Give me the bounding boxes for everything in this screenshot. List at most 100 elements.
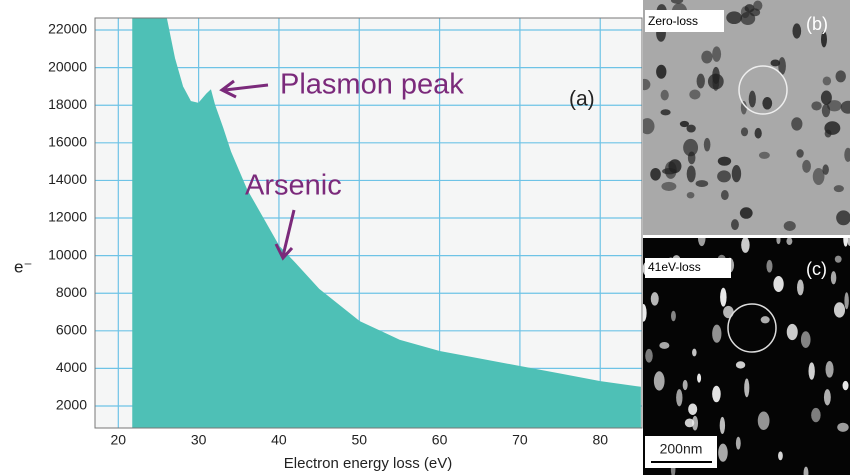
- texture-blob: [770, 59, 781, 67]
- texture-blob: [792, 23, 802, 39]
- image-texture: [643, 0, 850, 231]
- annotation: Arsenic: [245, 170, 342, 202]
- texture-blob: [824, 129, 832, 138]
- texture-blob: [833, 302, 846, 318]
- texture-blob: [822, 76, 832, 86]
- texture-blob: [760, 316, 770, 324]
- texture-blob: [650, 292, 659, 306]
- x-tick-label: 60: [432, 432, 448, 448]
- texture-blob: [800, 331, 811, 348]
- texture-blob: [717, 170, 731, 183]
- texture-blob: [823, 389, 831, 406]
- y-tick-label: 4000: [56, 359, 87, 375]
- texture-blob: [753, 0, 763, 11]
- texture-blob: [661, 181, 677, 191]
- texture-blob: [686, 124, 696, 133]
- texture-blob: [822, 164, 829, 175]
- texture-blob: [683, 138, 699, 157]
- texture-blob: [692, 415, 699, 431]
- texture-blob: [664, 161, 677, 179]
- texture-blob: [741, 238, 750, 253]
- texture-blob: [802, 159, 811, 173]
- texture-blob: [660, 109, 671, 116]
- texture-blob: [740, 101, 747, 115]
- y-tick-label: 20000: [48, 58, 87, 74]
- texture-blob: [762, 97, 773, 110]
- texture-blob: [786, 238, 793, 246]
- ticks: 2000 4000 6000 8000 10000 12000 14000 16000 1800…: [48, 21, 608, 448]
- texture-blob: [840, 100, 850, 114]
- x-tick-label: 50: [351, 432, 367, 448]
- texture-blob: [720, 287, 727, 307]
- y-tick-label: 18000: [48, 96, 87, 112]
- texture-blob: [773, 276, 784, 293]
- texture-blob: [754, 127, 762, 139]
- x-tick-label: 80: [592, 432, 608, 448]
- y-tick-label: 10000: [48, 246, 87, 262]
- y-axis-label: e⁻: [14, 257, 32, 276]
- texture-blob: [679, 120, 689, 128]
- texture-blob: [686, 191, 695, 199]
- texture-blob: [835, 70, 846, 83]
- texture-blob: [695, 180, 709, 188]
- texture-blob: [703, 137, 711, 152]
- texture-blob: [719, 416, 726, 434]
- texture-blob: [712, 46, 722, 62]
- texture-blob: [650, 167, 661, 181]
- texture-blob: [689, 89, 701, 100]
- texture-blob: [735, 436, 741, 450]
- image-texture: [643, 238, 850, 475]
- texture-blob: [660, 89, 669, 101]
- texture-blob: [697, 373, 702, 383]
- texture-blob: [731, 165, 742, 183]
- texture-blob: [670, 0, 684, 4]
- texture-blob: [697, 238, 706, 247]
- texture-blob: [797, 279, 804, 296]
- texture-blob: [844, 292, 849, 310]
- texture-blob: [744, 378, 750, 398]
- texture-blob: [643, 118, 655, 135]
- texture-blob: [778, 451, 783, 461]
- texture-blob: [696, 73, 705, 89]
- texture-blob: [740, 127, 749, 137]
- texture-blob: [670, 310, 676, 322]
- y-tick-label: 6000: [56, 322, 87, 338]
- x-tick-label: 40: [271, 432, 287, 448]
- highlight-circle: [738, 65, 788, 115]
- texture-blob: [843, 238, 849, 247]
- y-tick-label: 8000: [56, 284, 87, 300]
- texture-blob: [825, 360, 834, 378]
- y-tick-label: 16000: [48, 134, 87, 150]
- texture-blob: [643, 78, 651, 91]
- texture-blob: [758, 151, 770, 159]
- texture-blob: [783, 220, 796, 231]
- texture-blob: [682, 379, 688, 391]
- panel-label: (a): [569, 88, 595, 111]
- texture-blob: [718, 443, 728, 462]
- texture-blob: [707, 73, 724, 90]
- texture-blob: [820, 90, 832, 105]
- texture-blob: [837, 422, 849, 432]
- texture-blob: [656, 64, 667, 79]
- highlight-circle: [727, 303, 777, 353]
- annotation-arrow: [219, 79, 269, 99]
- texture-blob: [834, 255, 842, 263]
- texture-blob: [844, 147, 850, 162]
- label-box: [645, 10, 724, 32]
- texture-blob: [786, 323, 798, 341]
- image-label: Zero-loss: [648, 14, 698, 28]
- scale-bar-label: 200nm: [660, 441, 703, 457]
- texture-blob: [791, 117, 803, 131]
- texture-blob: [739, 207, 753, 219]
- area: [132, 18, 641, 428]
- texture-blob: [796, 149, 804, 158]
- x-tick-label: 20: [111, 432, 127, 448]
- texture-blob: [684, 418, 695, 428]
- x-tick-label: 30: [191, 432, 207, 448]
- texture-blob: [735, 361, 746, 369]
- texture-blob: [847, 238, 850, 246]
- y-tick-label: 2000: [56, 397, 87, 413]
- texture-blob: [808, 362, 815, 380]
- texture-blob: [688, 403, 698, 415]
